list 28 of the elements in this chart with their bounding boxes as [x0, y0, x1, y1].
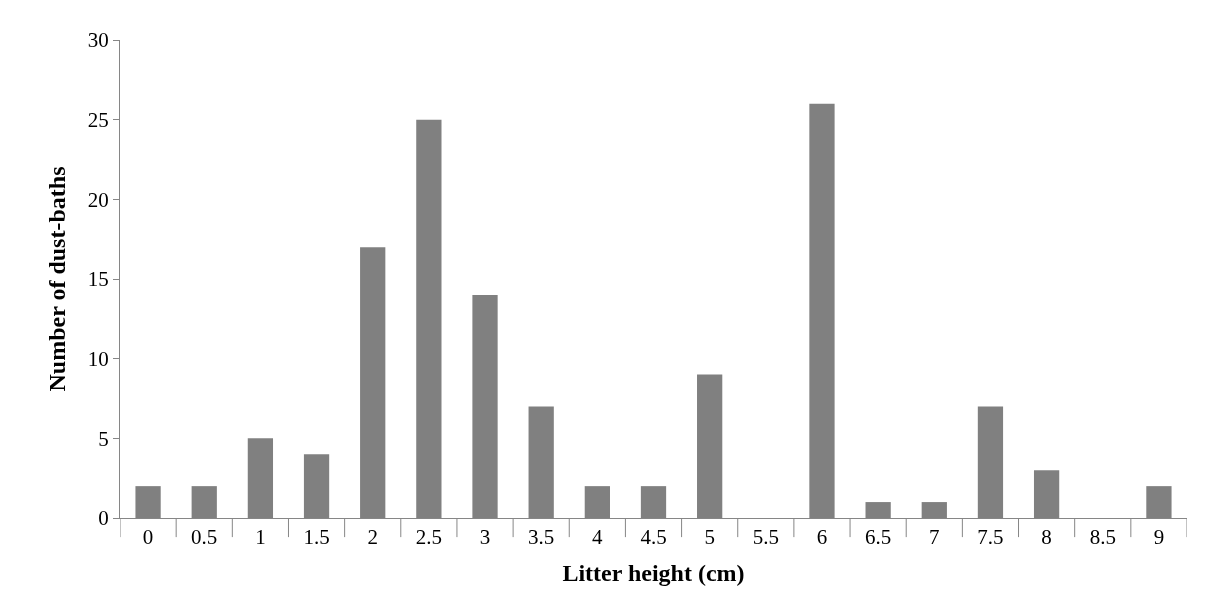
y-axis-title: Number of dust-baths	[43, 166, 70, 392]
x-tick-label: 6.5	[865, 525, 892, 550]
x-tick-label: 4	[592, 525, 604, 550]
x-tick-label: 8.5	[1089, 525, 1116, 550]
y-tick-label: 10	[87, 347, 109, 372]
x-tick-label: 7	[929, 525, 940, 550]
x-tick-label: 0	[142, 525, 154, 550]
x-tick-label: 9	[1153, 525, 1165, 550]
y-tick-label: 30	[87, 28, 109, 53]
x-tick-label: 0.5	[191, 525, 218, 550]
x-tick-label: 3.5	[528, 525, 555, 550]
x-tick-label: 3	[479, 525, 491, 550]
y-tick-label: 15	[87, 267, 109, 292]
y-tick-label: 0	[98, 506, 109, 531]
x-tick-label: 8	[1041, 525, 1052, 550]
x-tick-label: 1.5	[303, 525, 330, 550]
x-tick-label: 4.5	[640, 525, 667, 550]
x-tick-label: 2.5	[415, 525, 442, 550]
x-tick-label: 1	[255, 525, 266, 550]
y-tick-label: 5	[98, 426, 109, 451]
x-axis-title: Litter height (cm)	[562, 559, 745, 586]
x-tick-label: 2	[367, 525, 378, 550]
x-tick-label: 5	[704, 525, 715, 550]
x-tick-label: 6	[816, 525, 828, 550]
y-tick-label: 25	[87, 108, 109, 133]
x-tick-label: 7.5	[977, 525, 1004, 550]
x-tick-label: 5.5	[752, 525, 779, 550]
y-tick-label: 20	[87, 187, 109, 212]
